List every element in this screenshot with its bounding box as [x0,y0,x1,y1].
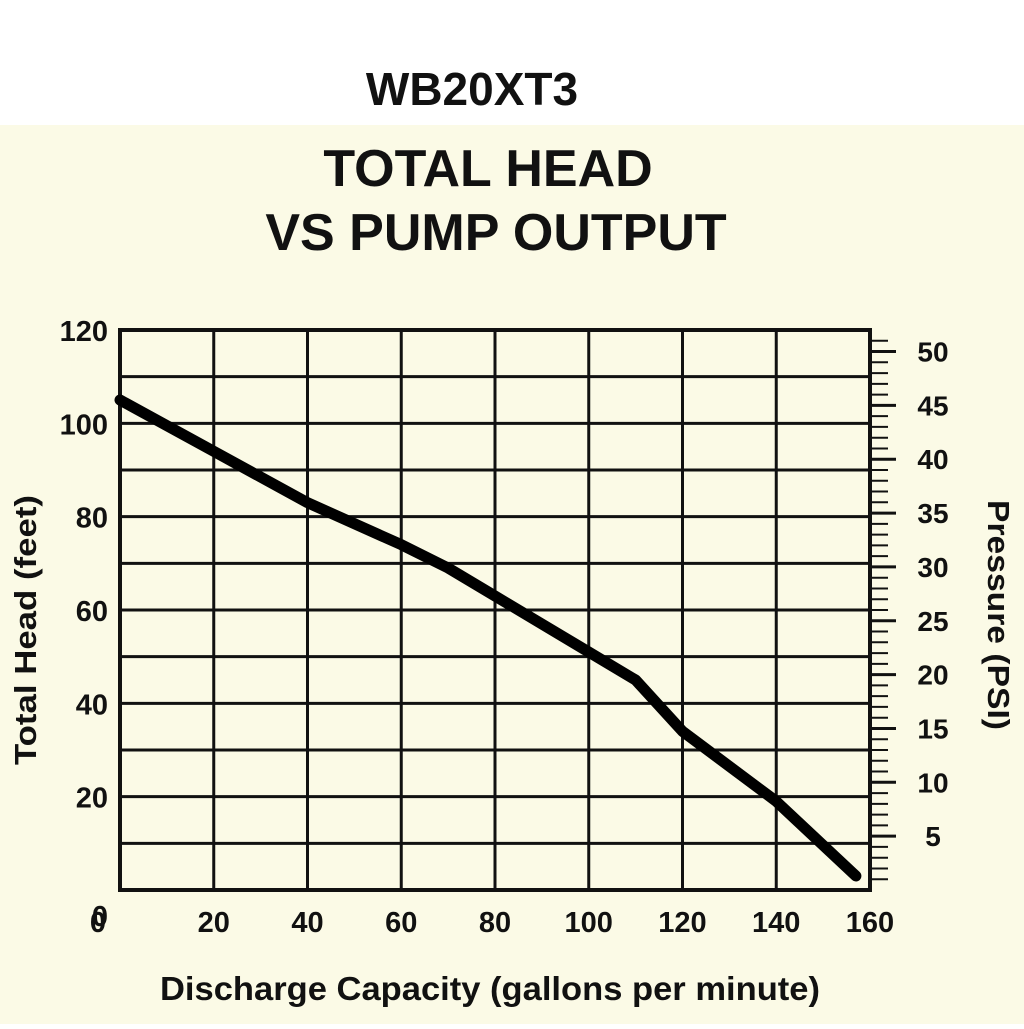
y2-tick-label: 30 [917,552,948,583]
x-tick-label: 140 [752,907,800,939]
y2-axis-label: Pressure (PSI) [981,500,1016,730]
y2-tick-label: 15 [917,713,948,744]
y-tick-label: 60 [76,596,108,628]
model-name: WB20XT3 [366,63,578,115]
x-tick-label: 100 [565,907,613,939]
y-tick-label: 120 [60,316,108,348]
y2-tick-label: 40 [917,444,948,475]
y-tick-label: 20 [76,783,108,815]
y2-tick-label: 20 [917,660,948,691]
y2-tick-label: 35 [917,498,948,529]
x-tick-label: 120 [658,907,706,939]
x-axis-label: Discharge Capacity (gallons per minute) [160,970,820,1007]
x-tick-label: 0 [90,907,106,939]
chart-title: TOTAL HEAD [323,140,652,198]
x-tick-label: 80 [479,907,511,939]
y2-tick-label: 45 [917,390,948,421]
x-tick-label: 160 [846,907,894,939]
y-tick-label: 40 [76,689,108,721]
y-tick-label: 100 [60,409,108,441]
y-tick-label: 0 [92,901,108,933]
plot-frame [118,328,872,892]
x-tick-label: 60 [385,907,417,939]
x-tick-label: 20 [198,907,230,939]
curve [114,394,862,882]
y2-tick-label: 25 [917,606,948,637]
x-tick-label: 40 [291,907,323,939]
y2-tick-label: 10 [917,767,948,798]
y-tick-label: 80 [76,503,108,535]
y2-tick-label: 50 [917,337,948,368]
y2-tick-label: 5 [925,821,941,852]
chart-title: VS PUMP OUTPUT [265,204,727,262]
y-axis-label: Total Head (feet) [8,495,43,765]
